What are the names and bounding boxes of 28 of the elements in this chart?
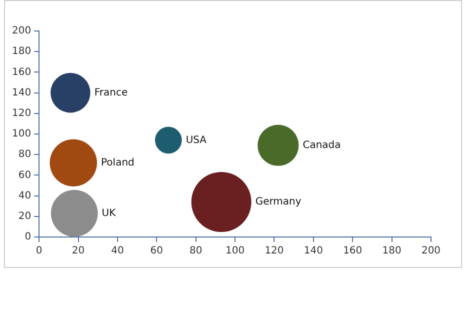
x-tick-label: 20 [72,246,85,257]
series-label: Germany [255,196,302,208]
x-tick-label: 100 [225,246,245,257]
x-tick-label: 0 [36,246,42,257]
series-label: UK [102,208,116,219]
y-tick-label: 40 [18,190,32,202]
y-tick-label: 180 [12,46,32,58]
y-tick-label: 120 [12,108,32,119]
x-tick-label: 120 [264,246,284,257]
y-tick-label: 140 [12,87,32,98]
series-label: Canada [302,140,341,151]
x-tick-label: 60 [150,246,164,257]
x-tick-label: 140 [304,246,323,257]
x-tick-label: 80 [189,246,202,257]
y-tick-label: 200 [12,26,32,37]
x-tick-label: 200 [421,246,441,257]
y-tick-label: 100 [12,128,32,140]
y-tick-label: 20 [18,210,32,222]
series-label: USA [186,134,207,146]
series-label: France [94,87,128,98]
x-tick-label: 180 [382,246,402,257]
x-tick-label: 160 [343,246,362,257]
series-label: Poland [101,157,134,168]
y-tick-label: 160 [12,66,32,78]
x-tick-label: 40 [111,246,124,257]
y-tick-label: 0 [24,232,32,243]
y-tick-label: 80 [18,149,32,160]
y-tick-label: 60 [18,170,32,181]
